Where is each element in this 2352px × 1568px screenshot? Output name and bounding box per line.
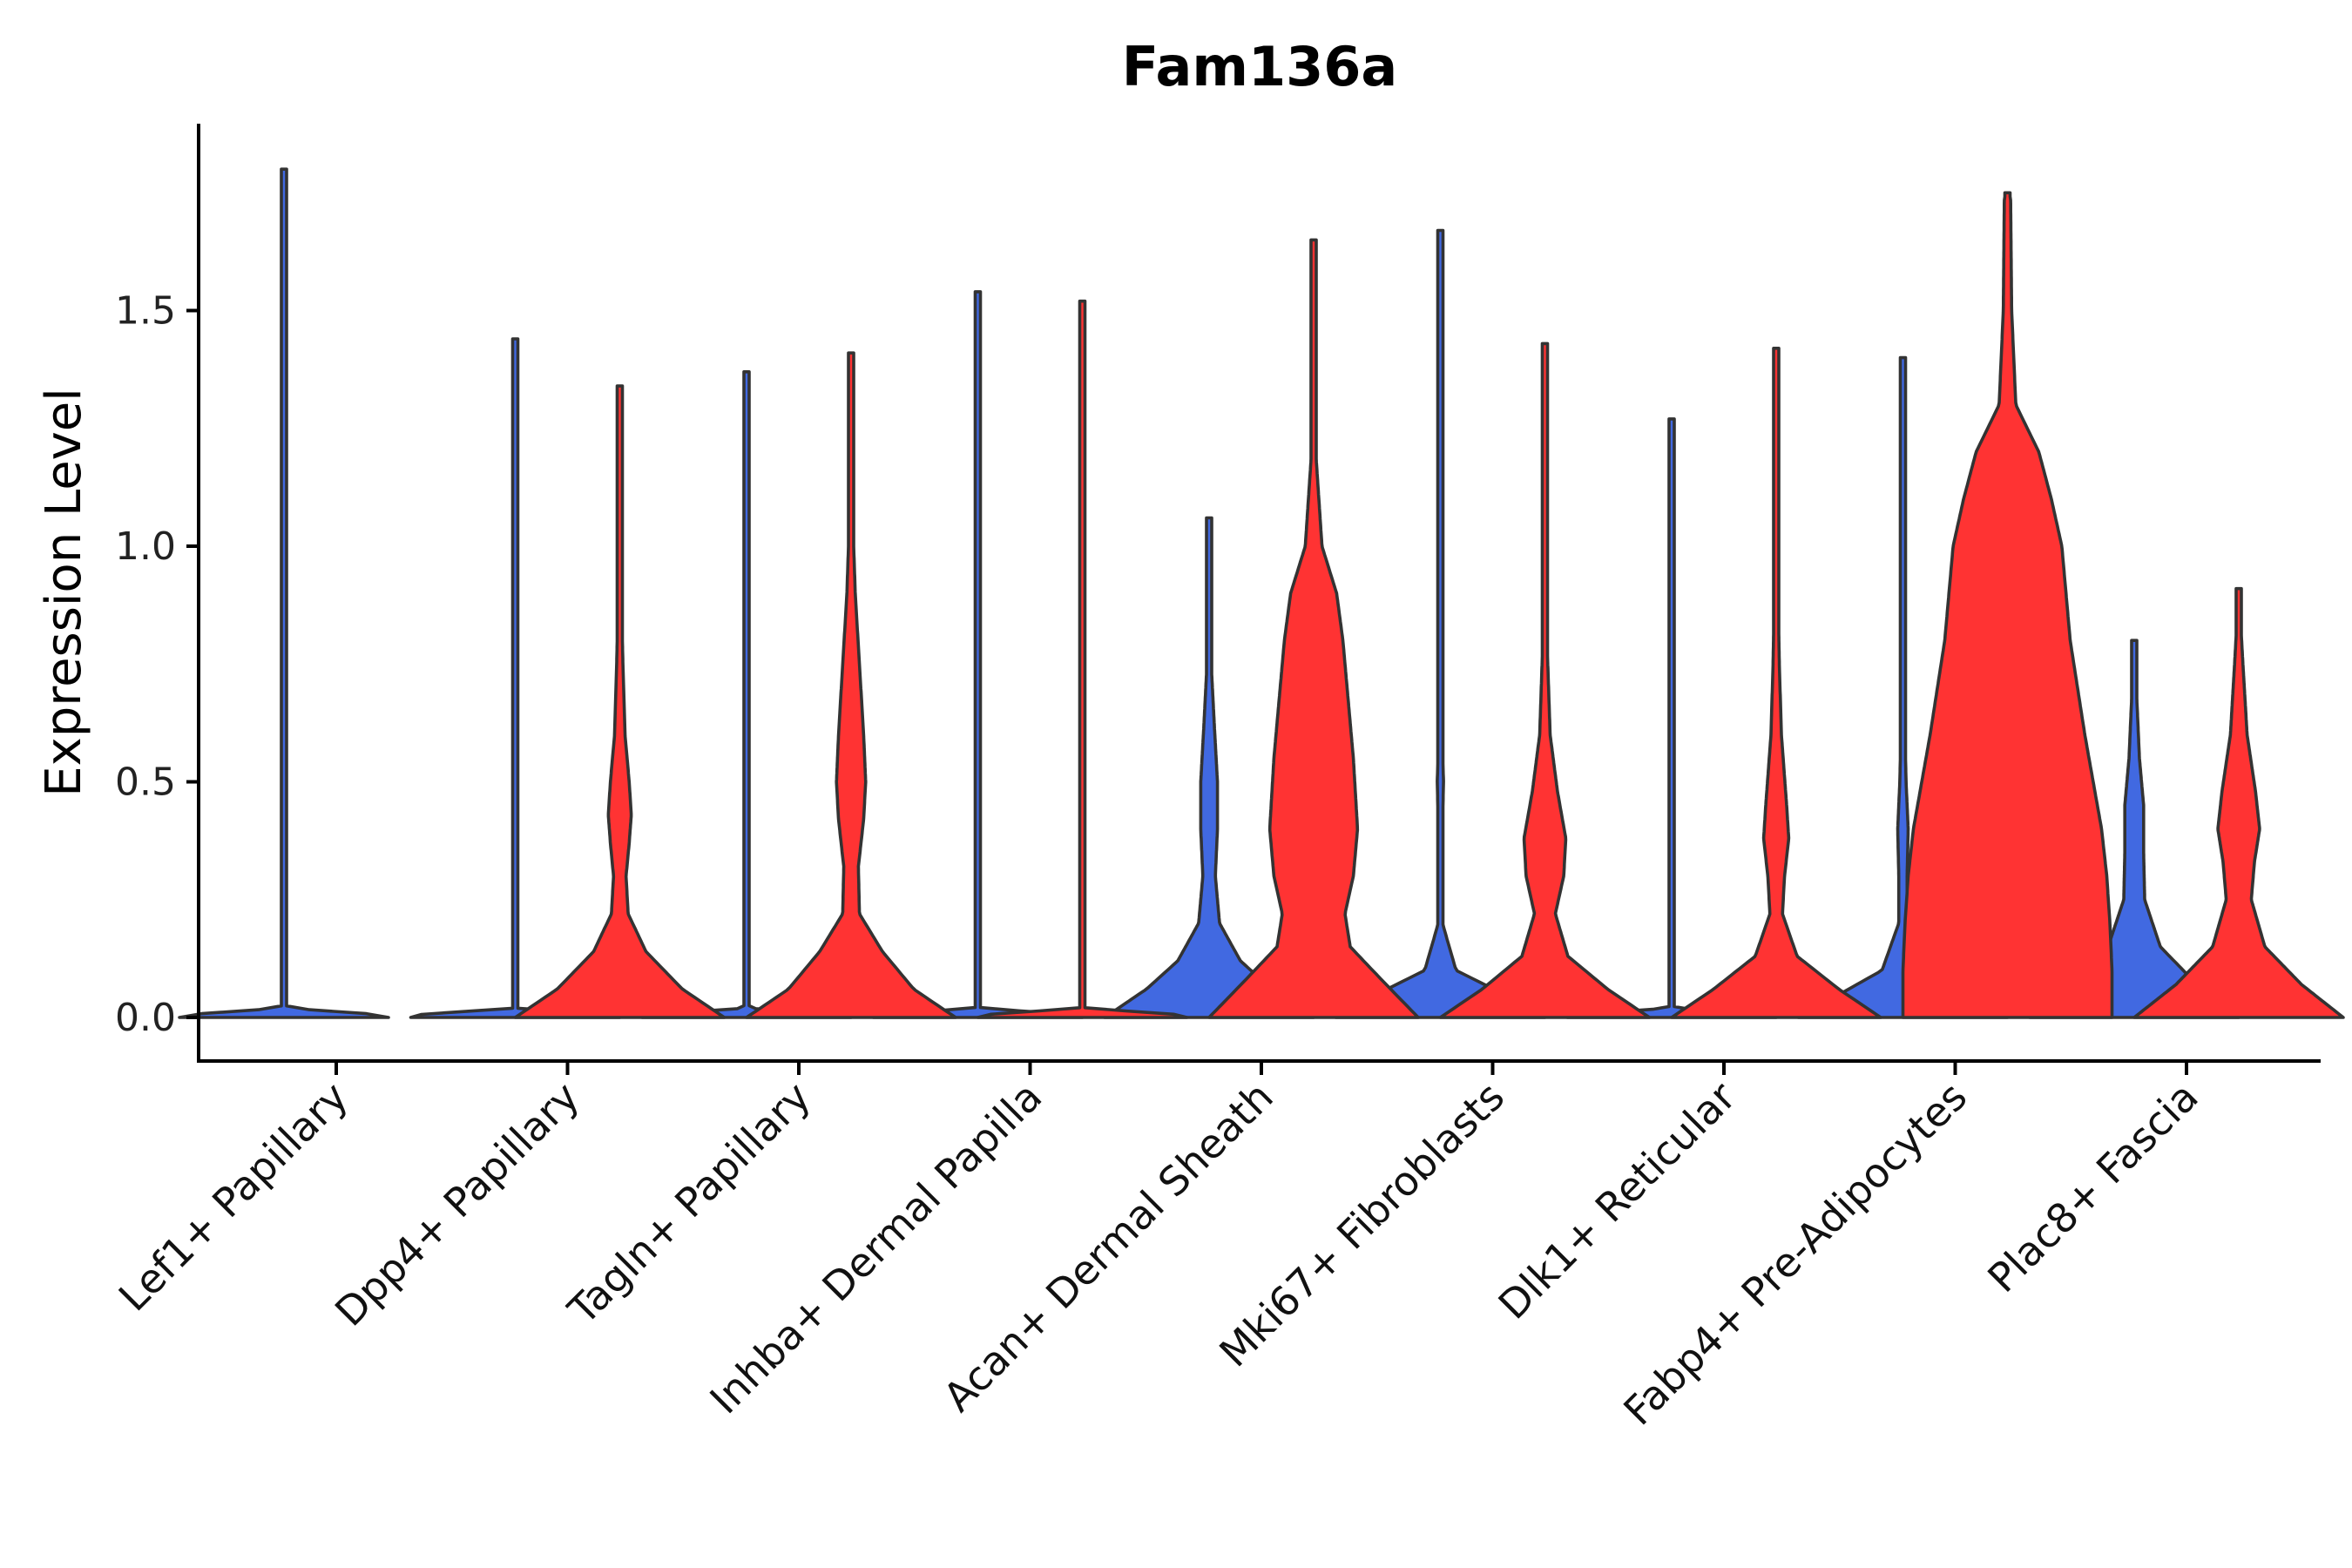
violin-group_b-4 <box>976 299 1189 1019</box>
violin-group_a-5 <box>1103 516 1315 1019</box>
y-tick-label: 0.0 <box>115 996 176 1040</box>
violin-group_a-4 <box>871 290 1085 1019</box>
violin-group_a-7 <box>1565 417 1778 1019</box>
violin-group_a-3 <box>640 370 853 1019</box>
violin-group_b-8 <box>1901 191 2114 1019</box>
x-tick-label: Plac8+ Fascia <box>1978 1073 2207 1301</box>
y-axis-title: Expression Level <box>36 388 92 797</box>
violin-group_b-5 <box>1207 238 1420 1019</box>
violin-group_b-3 <box>745 351 957 1019</box>
violin-group_a-9 <box>2028 639 2240 1019</box>
violin-group_a-8 <box>1796 355 2010 1019</box>
violin-group_b-7 <box>1670 347 1882 1019</box>
violin-group_a-1 <box>178 167 390 1019</box>
violin-group_a-2 <box>409 337 622 1019</box>
chart-title: Fam136a <box>1122 35 1397 98</box>
violin-group_b-9 <box>2132 586 2345 1019</box>
y-tick-label: 0.5 <box>115 760 176 805</box>
violin-group_a-6 <box>1334 228 1547 1019</box>
x-tick-label: Lef1+ Papillary <box>110 1073 357 1321</box>
x-tick-label: Dpp4+ Papillary <box>326 1073 588 1335</box>
y-tick-label: 1.5 <box>115 289 176 334</box>
violins-layer <box>178 167 2345 1019</box>
violin-group_b-6 <box>1438 341 1652 1019</box>
x-tick-label: Dlk1+ Reticular <box>1490 1073 1745 1328</box>
x-tick-label: Tagln+ Papillary <box>558 1073 820 1335</box>
violin-group_b-2 <box>513 384 727 1019</box>
y-tick-label: 1.0 <box>115 524 176 569</box>
y-axis-ticks: 0.0 0.5 1.0 1.5 <box>115 289 199 1040</box>
